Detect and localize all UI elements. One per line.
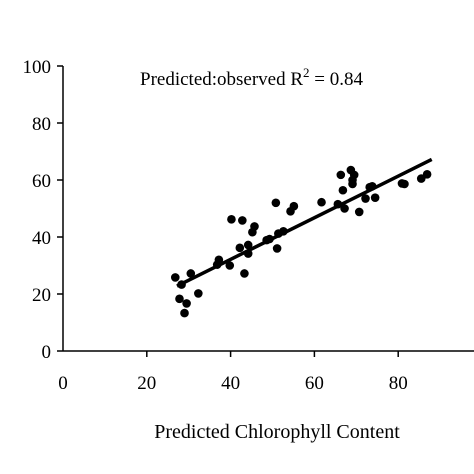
data-point [422, 170, 432, 179]
data-point [250, 222, 259, 231]
data-point [170, 273, 180, 282]
data-point [336, 170, 346, 180]
data-point [354, 207, 364, 217]
x-tick-label: 0 [58, 373, 68, 394]
y-tick-label: 40 [32, 228, 51, 249]
data-point [348, 179, 357, 189]
data-point [225, 261, 235, 270]
data-point [349, 170, 359, 180]
data-point [240, 269, 249, 278]
data-point [317, 197, 326, 207]
data-point [279, 227, 288, 236]
y-tick-label: 0 [42, 342, 52, 363]
data-point [180, 308, 189, 318]
x-tick-label: 40 [221, 373, 240, 394]
x-axis-label: Predicted Chlorophyll Content [154, 421, 400, 443]
data-points [170, 165, 432, 318]
data-point [400, 179, 409, 189]
annotation-prefix: Predicted:observed R [140, 69, 303, 90]
data-point [265, 234, 274, 244]
y-axis: 0 20 40 60 80 100 [23, 57, 64, 363]
x-tick-label: 60 [305, 373, 324, 394]
x-tick-label: 80 [389, 373, 408, 394]
data-point [194, 289, 203, 298]
y-tick-label: 20 [32, 285, 51, 306]
y-tick-label: 100 [23, 57, 52, 78]
data-point [289, 201, 299, 211]
r-squared-annotation: Predicted:observed R2 = 0.84 [140, 65, 364, 90]
data-point [370, 193, 380, 202]
data-point [243, 240, 253, 250]
annotation-superscript: 2 [303, 65, 310, 80]
y-tick-label: 80 [32, 114, 51, 135]
data-point [243, 249, 253, 258]
y-tick-label: 60 [32, 171, 51, 192]
data-point [367, 181, 377, 191]
annotation-suffix: = 0.84 [310, 69, 364, 90]
data-point [338, 185, 348, 195]
data-point [214, 255, 224, 265]
data-point [238, 216, 247, 225]
data-point [272, 244, 282, 253]
data-point [361, 194, 370, 203]
data-point [333, 199, 343, 209]
data-point [271, 198, 281, 208]
x-tick-label: 20 [137, 373, 156, 394]
data-point [177, 280, 186, 289]
data-point [186, 269, 196, 278]
data-point [235, 243, 245, 253]
data-point [175, 294, 184, 304]
data-point [340, 204, 349, 213]
data-point [182, 299, 191, 308]
data-point [227, 215, 236, 224]
